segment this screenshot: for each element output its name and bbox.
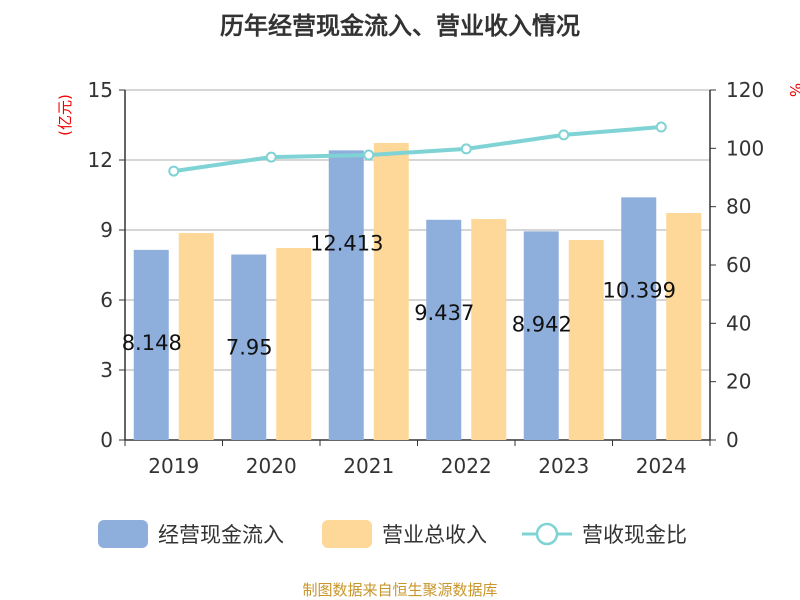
bar-data-label: 8.148	[122, 331, 182, 355]
bar-data-label: 12.413	[310, 231, 383, 255]
right-tick-label: 60	[726, 253, 751, 277]
right-tick-label: 0	[726, 428, 739, 452]
legend-swatch-ratio-marker	[535, 522, 559, 546]
line-point	[558, 129, 570, 141]
left-tick-label: 12	[88, 148, 113, 172]
right-tick-label: 120	[726, 78, 764, 102]
x-tick-label: 2023	[538, 454, 589, 478]
bar-revenue	[666, 212, 702, 440]
line-point	[460, 143, 472, 155]
chart-title: 历年经营现金流入、营业收入情况	[220, 12, 580, 40]
bar-cash-inflow	[621, 197, 657, 440]
bar-data-label: 8.942	[512, 312, 572, 336]
bar-revenue	[568, 240, 604, 440]
bar-revenue	[373, 142, 409, 440]
legend-swatch-revenue	[322, 520, 372, 548]
left-tick-label: 3	[100, 358, 113, 382]
line-point	[168, 165, 180, 177]
x-tick-label: 2021	[343, 454, 394, 478]
right-tick-label: 40	[726, 311, 751, 335]
right-tick-label: 80	[726, 195, 751, 219]
bar-data-label: 9.437	[414, 301, 474, 325]
bar-data-label: 7.95	[226, 336, 273, 360]
bar-cash-inflow	[133, 249, 169, 440]
right-tick-label: 100	[726, 136, 764, 160]
legend-label: 营业总收入	[382, 523, 487, 547]
line-point	[655, 121, 667, 133]
x-tick-label: 2020	[246, 454, 297, 478]
bar-cash-inflow	[523, 231, 559, 440]
left-axis-label: (亿元)	[56, 94, 74, 136]
left-tick-label: 9	[100, 218, 113, 242]
bar-cash-inflow	[231, 254, 267, 440]
right-tick-label: 20	[726, 370, 751, 394]
bar-cash-inflow	[426, 219, 462, 440]
bar-data-label: 10.399	[603, 278, 676, 302]
legend-swatch-cash-inflow	[98, 520, 148, 548]
source-note: 制图数据来自恒生聚源数据库	[302, 581, 498, 599]
legend-label: 经营现金流入	[158, 523, 284, 547]
x-tick-label: 2022	[441, 454, 492, 478]
left-tick-label: 6	[100, 288, 113, 312]
line-point	[265, 151, 277, 163]
x-tick-label: 2019	[148, 454, 199, 478]
left-tick-label: 0	[100, 428, 113, 452]
legend-label: 营收现金比	[582, 523, 687, 547]
bar-revenue	[276, 247, 312, 440]
right-axis-label: %	[786, 83, 800, 97]
left-tick-label: 15	[88, 78, 113, 102]
bar-revenue	[471, 219, 507, 440]
x-tick-label: 2024	[636, 454, 687, 478]
bar-revenue	[178, 233, 214, 440]
bar-cash-inflow	[328, 150, 364, 440]
line-ratio	[173, 125, 662, 174]
line-point	[363, 149, 375, 161]
